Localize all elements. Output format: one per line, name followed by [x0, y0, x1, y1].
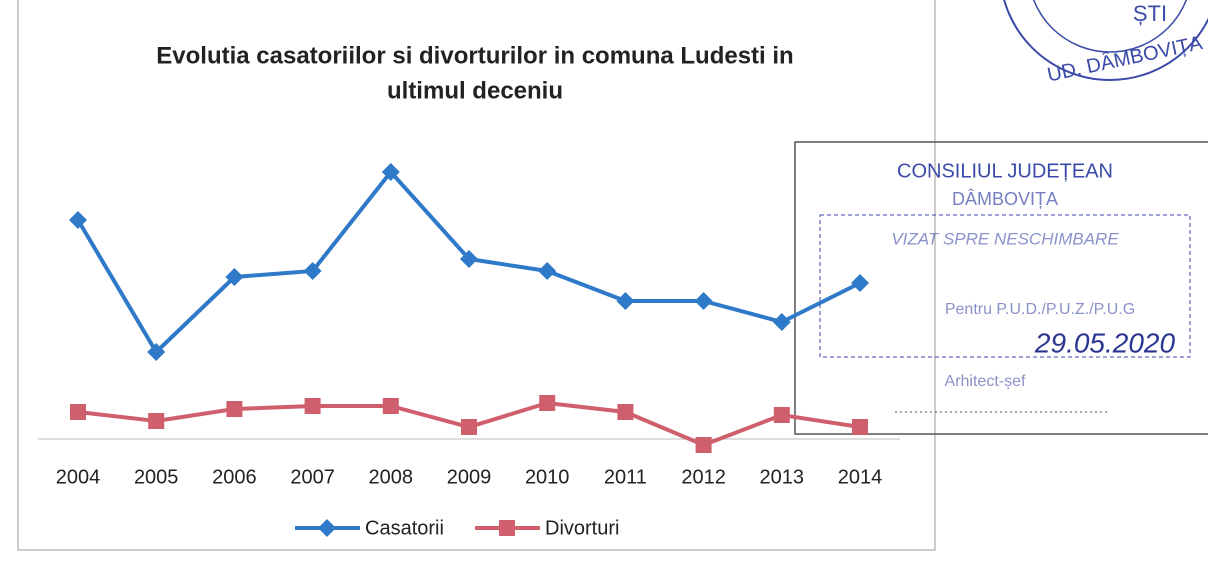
- stamp-circle: [1003, 0, 1208, 81]
- marker: [617, 404, 634, 420]
- marker: [461, 419, 477, 435]
- stamp-text: Arhitect-șef: [945, 373, 1026, 390]
- stamp-box: [819, 214, 1191, 358]
- x-tick-label: 2007: [290, 466, 335, 488]
- marker: [304, 398, 321, 414]
- stamp-text: VIZAT SPRE NESCHIMBARE: [891, 229, 1119, 248]
- x-tick-label: 2008: [369, 466, 414, 488]
- marker: [694, 292, 713, 310]
- x-tick-label: 2011: [604, 466, 647, 488]
- chart-title: ultimul deceniu: [387, 77, 563, 104]
- marker: [148, 413, 165, 429]
- marker: [538, 262, 557, 280]
- marker: [695, 437, 712, 453]
- stamp-text: DÂMBOVIȚA: [952, 189, 1058, 209]
- marker: [303, 262, 322, 280]
- x-tick-label: 2005: [134, 466, 179, 488]
- marker: [226, 401, 243, 417]
- marker: [381, 163, 400, 181]
- marker: [539, 395, 556, 411]
- x-tick-label: 2009: [447, 466, 492, 488]
- marker: [69, 211, 87, 229]
- x-tick-label: 2014: [838, 466, 883, 488]
- marker: [382, 398, 399, 414]
- x-tick-label: 2012: [681, 466, 726, 488]
- stamp-date: 29.05.2020: [1034, 327, 1176, 358]
- marker: [616, 292, 635, 310]
- marker: [70, 404, 86, 420]
- legend-marker: [318, 519, 336, 537]
- stamp-text: Pentru P.U.D./P.U.Z./P.U.G: [945, 301, 1135, 318]
- marker: [147, 343, 166, 361]
- stamp-circle: [1032, 0, 1188, 53]
- stamp-box: [794, 141, 1208, 435]
- legend-label: Divorturi: [545, 517, 619, 539]
- x-tick-label: 2013: [760, 466, 805, 488]
- marker: [225, 268, 244, 286]
- x-tick-label: 2004: [56, 466, 101, 488]
- x-tick-label: 2010: [525, 466, 570, 488]
- marker: [773, 407, 790, 423]
- marker: [852, 419, 868, 435]
- stamp-text: CONSILIUL JUDEȚEAN: [897, 160, 1113, 182]
- legend-marker: [499, 520, 515, 536]
- marker: [460, 250, 478, 268]
- stamp-text: ȘTI: [1133, 1, 1167, 26]
- chart-title: Evolutia casatoriilor si divorturilor in…: [156, 42, 793, 69]
- marker: [772, 313, 791, 331]
- chart-frame: [17, 0, 936, 551]
- legend-label: Casatorii: [365, 517, 444, 539]
- marker: [851, 274, 869, 292]
- x-tick-label: 2006: [212, 466, 257, 488]
